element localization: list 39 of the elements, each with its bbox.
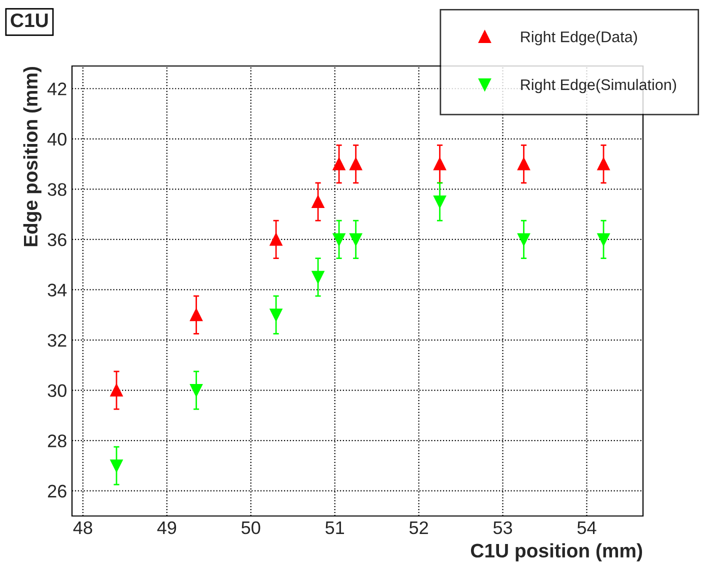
point xyxy=(518,158,530,170)
y-axis-title: Edge position (mm) xyxy=(23,66,42,246)
x-tick-label: 53 xyxy=(493,521,512,534)
y-tick-label: 32 xyxy=(48,334,66,347)
point xyxy=(597,233,610,246)
point xyxy=(434,196,446,208)
point xyxy=(312,196,324,208)
point xyxy=(332,233,346,246)
legend-label: Right Edge(Simulation) xyxy=(521,78,676,94)
x-tick-label: 51 xyxy=(326,522,344,534)
point xyxy=(190,384,203,397)
y-tick-label: 26 xyxy=(48,484,66,498)
y-tick-label: 40 xyxy=(47,132,66,146)
y-tick-label: 36 xyxy=(48,233,66,246)
y-tick-label: 38 xyxy=(48,183,66,196)
point xyxy=(110,384,123,397)
point xyxy=(270,233,282,246)
point xyxy=(332,158,346,170)
x-tick-label: 54 xyxy=(577,522,596,534)
y-tick-label: 30 xyxy=(48,384,66,398)
point xyxy=(110,459,123,472)
point xyxy=(434,158,446,170)
point xyxy=(350,233,362,246)
point xyxy=(518,233,530,246)
point xyxy=(270,308,282,322)
x-tick-label: 49 xyxy=(157,521,176,534)
x-tick-label: 50 xyxy=(242,521,260,534)
legend-label: Right Edge(Data) xyxy=(521,31,637,46)
point xyxy=(597,158,610,170)
point xyxy=(190,308,203,322)
y-tick-label: 28 xyxy=(48,434,66,448)
point xyxy=(312,270,324,284)
point xyxy=(350,158,362,170)
y-tick-label: 34 xyxy=(48,284,67,296)
x-tick-label: 52 xyxy=(409,521,428,534)
x-axis-title: C1U position (mm) xyxy=(470,543,642,562)
x-tick-label: 48 xyxy=(73,521,92,534)
chart-title: C1U xyxy=(10,13,48,28)
y-tick-label: 42 xyxy=(47,82,66,96)
